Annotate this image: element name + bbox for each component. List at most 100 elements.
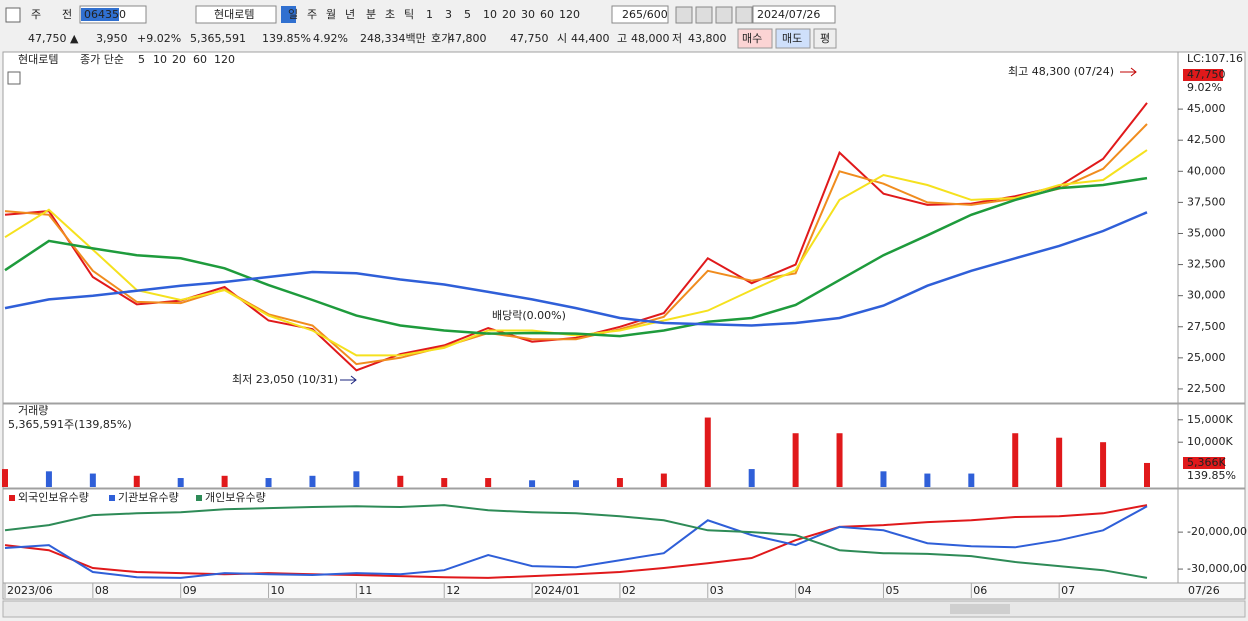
toolbar-item[interactable]: 주 bbox=[307, 8, 317, 21]
line-series bbox=[4, 176, 1148, 338]
volume-bar bbox=[616, 478, 623, 487]
volume-bar bbox=[660, 473, 667, 487]
x-tick-label: 2024/01 bbox=[534, 584, 580, 597]
menu-icon[interactable] bbox=[5, 7, 21, 23]
toolbar-item[interactable]: 5 bbox=[464, 8, 471, 21]
volume-bar bbox=[485, 478, 492, 487]
price-panel bbox=[2, 51, 1179, 404]
volume-bar bbox=[309, 475, 316, 487]
line-series bbox=[4, 504, 1148, 579]
quote-item[interactable]: 매수 bbox=[742, 32, 762, 45]
volume-bar bbox=[221, 475, 228, 487]
toolbar-item[interactable]: 10 bbox=[483, 8, 497, 21]
tool-icon[interactable] bbox=[715, 6, 733, 24]
volume-bar bbox=[353, 471, 360, 487]
quote-item: 시 bbox=[557, 32, 567, 45]
annotation: 최저 23,050 (10/31) bbox=[232, 373, 338, 386]
y-tick-label: 10,000K bbox=[1187, 435, 1233, 448]
low-arrow bbox=[340, 375, 357, 385]
volume-bar bbox=[2, 469, 8, 487]
y-tick-label: 15,000K bbox=[1187, 413, 1233, 426]
toolbar-item[interactable]: 분 bbox=[366, 8, 376, 21]
y-tick-label: 42,500 bbox=[1187, 133, 1226, 146]
x-tick-label: 05 bbox=[885, 584, 899, 597]
quote-item[interactable]: 평 bbox=[820, 32, 830, 45]
legend-swatch bbox=[109, 495, 115, 501]
right-label: 47,750 bbox=[1187, 68, 1226, 81]
price-badge bbox=[1183, 69, 1223, 81]
tool-icon[interactable] bbox=[695, 6, 713, 24]
chart-subtitle: 5,365,591주(139,85%) bbox=[8, 418, 132, 431]
price-axis-panel bbox=[1177, 51, 1246, 404]
tool-icon[interactable] bbox=[675, 6, 693, 24]
right-label: 139.85% bbox=[1187, 469, 1236, 482]
volume-bar bbox=[133, 475, 140, 487]
y-tick-label: 45,000 bbox=[1187, 102, 1226, 115]
quote-item: 248,334백만 bbox=[360, 32, 426, 45]
holdings-panel bbox=[2, 488, 1179, 584]
toolbar-item[interactable]: 일 bbox=[288, 7, 298, 21]
toolbar-item[interactable]: 주 bbox=[31, 8, 41, 21]
scrollbar[interactable] bbox=[2, 600, 1246, 618]
date-field[interactable] bbox=[752, 5, 836, 24]
toolbar-item[interactable]: 3 bbox=[445, 8, 452, 21]
high-arrow bbox=[1120, 67, 1137, 77]
quote-item: 43,800 bbox=[688, 32, 727, 45]
y-tick-label: 30,000 bbox=[1187, 289, 1226, 302]
volume-bar bbox=[836, 433, 843, 487]
tool-icon[interactable] bbox=[735, 6, 753, 24]
toolbar-item[interactable]: 틱 bbox=[404, 8, 414, 21]
toolbar-item[interactable]: 60 bbox=[540, 8, 554, 21]
toolbar-item[interactable]: 년 bbox=[345, 8, 355, 21]
volume-bar bbox=[968, 473, 975, 487]
chart-subtitle: 종가 단순 bbox=[80, 53, 124, 66]
line-series bbox=[4, 505, 1148, 579]
volume-bar bbox=[880, 471, 887, 487]
chart-title: 현대로템 bbox=[18, 53, 58, 66]
toolbar-item[interactable]: 120 bbox=[559, 8, 580, 21]
scroll-thumb[interactable] bbox=[950, 604, 1010, 614]
quote-item: 고 bbox=[617, 32, 627, 45]
toolbar-item[interactable]: 064350 bbox=[84, 8, 126, 21]
volume-panel bbox=[2, 403, 1179, 489]
volume-bar bbox=[924, 473, 931, 487]
annotation: 배당락(0.00%) bbox=[492, 309, 566, 322]
toolbar-item[interactable]: 265/600 bbox=[622, 8, 668, 21]
volume-bar bbox=[573, 480, 579, 487]
toolbar-item[interactable]: 20 bbox=[502, 8, 516, 21]
toolbar-item[interactable]: 초 bbox=[385, 8, 395, 21]
volume-bar bbox=[441, 478, 448, 487]
toolbar-item[interactable]: 전 bbox=[62, 8, 72, 21]
quote-item: 44,400 bbox=[571, 32, 610, 45]
quote-item[interactable]: 매도 bbox=[782, 32, 802, 45]
legend-swatch bbox=[196, 495, 202, 501]
x-end-label: 07/26 bbox=[1188, 584, 1220, 597]
y-tick-label: 35,000 bbox=[1187, 226, 1226, 239]
date-axis bbox=[2, 582, 1246, 600]
quote-item: 4.92% bbox=[313, 32, 348, 45]
legend-entry: 기관보유수량 bbox=[118, 491, 179, 504]
grid-icon[interactable] bbox=[7, 71, 21, 85]
toolbar-item[interactable]: 현대로템 bbox=[214, 8, 254, 21]
holdings-axis-panel bbox=[1177, 488, 1246, 584]
quote-item: 47,750 ▲ bbox=[28, 32, 79, 45]
sell-button[interactable] bbox=[775, 28, 811, 49]
chart-title: 거래량 bbox=[18, 404, 48, 417]
volume-bar bbox=[1012, 433, 1019, 487]
y-tick-label: -20,000,00 bbox=[1187, 525, 1247, 538]
x-tick-label: 12 bbox=[446, 584, 460, 597]
toolbar-item[interactable]: 1 bbox=[426, 8, 433, 21]
y-tick-label: 37,500 bbox=[1187, 195, 1226, 208]
toolbar-item[interactable]: 월 bbox=[326, 8, 336, 21]
legend-entry: 60 bbox=[193, 53, 207, 66]
count-field[interactable] bbox=[611, 5, 669, 24]
avg-button[interactable] bbox=[813, 28, 837, 49]
buy-button[interactable] bbox=[737, 28, 773, 49]
toolbar-item[interactable]: 2024/07/26 bbox=[757, 8, 820, 21]
y-tick-label: 32,500 bbox=[1187, 258, 1226, 271]
name-field[interactable] bbox=[195, 5, 277, 24]
x-tick-label: 08 bbox=[95, 584, 109, 597]
code-highlight bbox=[81, 8, 119, 21]
toolbar-item[interactable]: 30 bbox=[521, 8, 535, 21]
volume-bar bbox=[748, 469, 755, 487]
